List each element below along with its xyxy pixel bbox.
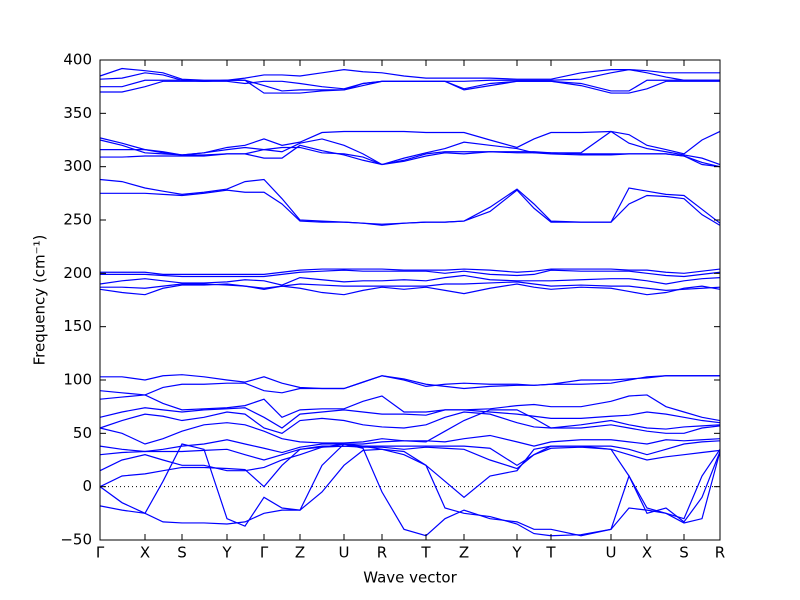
band-line [100,79,720,94]
band-line [99,394,721,422]
x-tick-label: S [177,544,187,562]
x-tick-label: U [606,544,617,562]
y-tick-label: 150 [63,317,92,335]
band-line [99,445,721,472]
plot-frame [99,59,721,541]
x-tick-label: Γ [260,544,269,562]
band-line [99,443,721,537]
y-tick-label: 100 [63,371,92,389]
band-line [99,448,721,537]
x-tick-label: T [420,544,431,562]
band-line [99,178,721,225]
y-tick-label: 50 [73,424,92,442]
band-line [99,130,721,156]
band-line [99,434,721,454]
x-tick-label: R [715,544,725,562]
y-tick-label: 300 [63,157,92,175]
x-tick-label: X [642,544,652,562]
band-line [99,283,721,296]
band-line [100,144,721,168]
y-tick-label: −50 [60,531,92,549]
y-tick-label: 0 [82,477,92,495]
x-tick-label: X [140,544,150,562]
band-line [99,375,720,396]
x-tick-label: Y [511,544,522,562]
y-tick-label: 400 [63,51,92,69]
x-tick-label: Z [295,544,305,562]
band-line [99,411,721,434]
band-line [99,130,721,166]
band-line [100,281,721,292]
x-tick-label: Z [459,544,469,562]
y-axis-label: Frequency (cm⁻¹) [31,235,49,366]
band-line [100,189,721,226]
x-tick-label: R [377,544,387,562]
y-tick-label: 350 [63,104,92,122]
band-line [100,374,720,390]
band-line [100,268,721,275]
x-tick-label: S [679,544,689,562]
y-tick-label: 200 [63,264,92,282]
x-axis-label: Wave vector [363,569,457,587]
x-tick-label: Y [221,544,232,562]
x-tick-label: U [339,544,350,562]
x-tick-label: Γ [96,544,105,562]
band-line [99,407,721,429]
band-line [100,269,721,278]
y-tick-label: 250 [63,211,92,229]
band-line [99,274,721,286]
x-tick-label: T [545,544,556,562]
